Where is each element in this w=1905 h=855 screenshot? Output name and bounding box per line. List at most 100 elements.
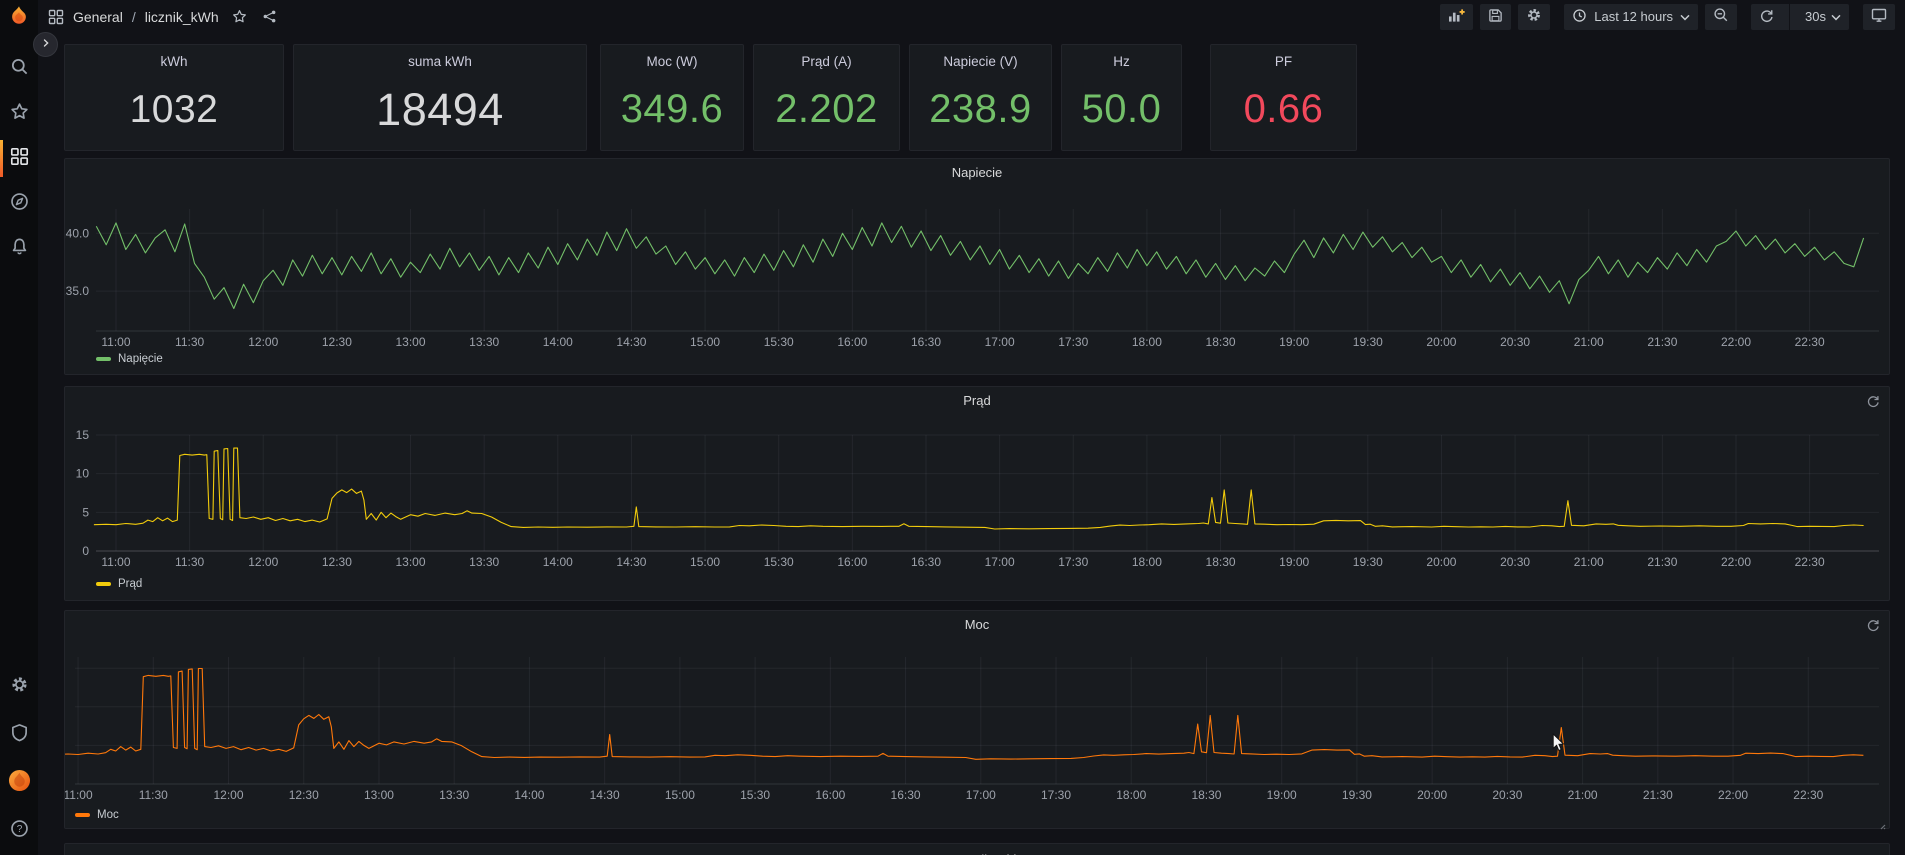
dashboard-grid-icon[interactable] — [48, 9, 64, 25]
legend-swatch — [96, 357, 111, 361]
stat-title: Moc (W) — [601, 54, 743, 69]
x-tick-label: 18:30 — [1191, 788, 1221, 802]
x-tick-label: 11:00 — [65, 788, 93, 802]
star-icon — [10, 102, 29, 126]
bell-icon — [10, 237, 29, 261]
x-tick-label: 20:30 — [1492, 788, 1522, 802]
x-tick-label: 13:30 — [439, 788, 469, 802]
legend-label[interactable]: Napięcie — [118, 353, 163, 365]
x-tick-label: 21:00 — [1574, 335, 1604, 349]
legend-label[interactable]: Prąd — [118, 578, 142, 590]
moc-chart[interactable]: 11:0011:3012:0012:3013:0013:3014:0014:30… — [65, 611, 1889, 828]
x-tick-label: 15:30 — [764, 335, 794, 349]
stat-panel-moc[interactable]: Moc (W) 349.6 — [600, 44, 744, 151]
chevron-right-icon — [40, 36, 52, 54]
x-tick-label: 19:00 — [1279, 555, 1309, 569]
zoom-out-button[interactable] — [1705, 4, 1737, 30]
x-tick-label: 22:00 — [1718, 788, 1748, 802]
x-tick-label: 22:00 — [1721, 555, 1751, 569]
sidebar-item-search[interactable] — [0, 46, 38, 91]
stat-value: 50.0 — [1062, 75, 1181, 144]
sidebar-item-alerting[interactable] — [0, 226, 38, 271]
breadcrumb-page[interactable]: licznik_kWh — [145, 9, 219, 25]
dashboard-settings-button[interactable] — [1518, 4, 1550, 30]
x-tick-label: 20:00 — [1417, 788, 1447, 802]
dashboards-grid-icon — [10, 147, 29, 171]
x-tick-label: 11:30 — [139, 788, 168, 802]
x-tick-label: 17:30 — [1058, 335, 1088, 349]
x-tick-label: 14:00 — [514, 788, 544, 802]
prad-chart[interactable]: 11:0011:3012:0012:3013:0013:3014:0014:30… — [65, 387, 1889, 600]
share-icon[interactable] — [262, 9, 277, 24]
sidebar-item-help[interactable]: ? — [0, 807, 38, 855]
x-tick-label: 22:30 — [1795, 335, 1825, 349]
x-tick-label: 14:00 — [543, 555, 573, 569]
refresh-interval-button[interactable]: 30s — [1797, 4, 1849, 30]
zoom-out-icon — [1713, 7, 1729, 26]
prad-series-line — [94, 448, 1864, 529]
time-range-picker[interactable]: Last 12 hours — [1564, 4, 1698, 30]
gear-icon — [10, 675, 29, 699]
add-panel-button[interactable] — [1440, 4, 1473, 30]
stat-panel-suma-kwh[interactable]: suma kWh 18494 — [293, 44, 587, 151]
x-tick-label: 13:00 — [364, 788, 394, 802]
kiosk-mode-button[interactable] — [1863, 4, 1895, 30]
sidebar-item-profile[interactable] — [0, 759, 38, 807]
panel-partial-bottom: Częstotliwość — [64, 843, 1890, 855]
breadcrumb-section[interactable]: General — [73, 9, 123, 25]
x-tick-label: 12:30 — [322, 555, 352, 569]
stat-title: suma kWh — [294, 54, 586, 69]
panel-resize-handle[interactable] — [1878, 817, 1886, 825]
stat-value: 1032 — [65, 75, 283, 144]
x-tick-label: 19:30 — [1353, 555, 1383, 569]
chevron-down-icon — [1680, 9, 1690, 24]
x-tick-label: 22:30 — [1795, 555, 1825, 569]
x-tick-label: 20:00 — [1426, 335, 1456, 349]
x-tick-label: 14:30 — [616, 555, 646, 569]
x-tick-label: 17:00 — [985, 335, 1015, 349]
x-tick-label: 19:00 — [1267, 788, 1297, 802]
x-tick-label: 16:30 — [911, 555, 941, 569]
sidebar-item-explore[interactable] — [0, 181, 38, 226]
x-tick-label: 19:30 — [1353, 335, 1383, 349]
x-tick-label: 18:30 — [1206, 335, 1236, 349]
x-tick-label: 13:00 — [396, 335, 426, 349]
x-tick-label: 12:00 — [248, 335, 278, 349]
save-dashboard-button[interactable] — [1480, 4, 1511, 30]
x-tick-label: 15:00 — [690, 335, 720, 349]
x-tick-label: 22:00 — [1721, 335, 1751, 349]
sidebar-item-starred[interactable] — [0, 91, 38, 136]
stat-panel-prad[interactable]: Prąd (A) 2.202 — [753, 44, 900, 151]
stat-panel-hz[interactable]: Hz 50.0 — [1061, 44, 1182, 151]
x-tick-label: 14:30 — [590, 788, 620, 802]
y-tick-label: 5 — [82, 505, 89, 519]
x-tick-label: 15:30 — [764, 555, 794, 569]
x-tick-label: 12:00 — [214, 788, 244, 802]
napiecie-chart[interactable]: 11:0011:3012:0012:3013:0013:3014:0014:30… — [65, 159, 1889, 374]
grafana-dashboard: ? General / licznik_kWh — [0, 0, 1905, 855]
add-panel-icon — [1448, 8, 1465, 26]
stat-panel-kwh[interactable]: kWh 1032 — [64, 44, 284, 151]
x-tick-label: 16:00 — [837, 555, 867, 569]
stat-panel-pf[interactable]: PF 0.66 — [1210, 44, 1357, 151]
grafana-logo-icon[interactable] — [8, 5, 30, 27]
x-tick-label: 17:00 — [985, 555, 1015, 569]
stat-panel-napiecie[interactable]: Napiecie (V) 238.9 — [909, 44, 1052, 151]
compass-icon — [10, 192, 29, 216]
shield-icon — [10, 723, 29, 747]
y-tick-label: 240.0 — [65, 226, 89, 240]
sidebar-item-configuration[interactable] — [0, 663, 38, 711]
refresh-icon — [1759, 8, 1774, 26]
navbar-tools: Last 12 hours 30s — [1433, 4, 1895, 30]
legend-label[interactable]: Moc — [97, 809, 119, 821]
star-dashboard-icon[interactable] — [232, 9, 247, 24]
breadcrumb: General / licznik_kWh — [48, 9, 277, 25]
chevron-down-icon — [1831, 9, 1841, 24]
refresh-button[interactable] — [1751, 4, 1782, 30]
sidebar-item-dashboards[interactable] — [0, 136, 38, 181]
sidebar-item-server-admin[interactable] — [0, 711, 38, 759]
x-tick-label: 15:00 — [690, 555, 720, 569]
stat-value: 2.202 — [754, 75, 899, 144]
napiecie-series-line — [96, 223, 1863, 309]
sidebar-expand-button[interactable] — [33, 32, 58, 57]
